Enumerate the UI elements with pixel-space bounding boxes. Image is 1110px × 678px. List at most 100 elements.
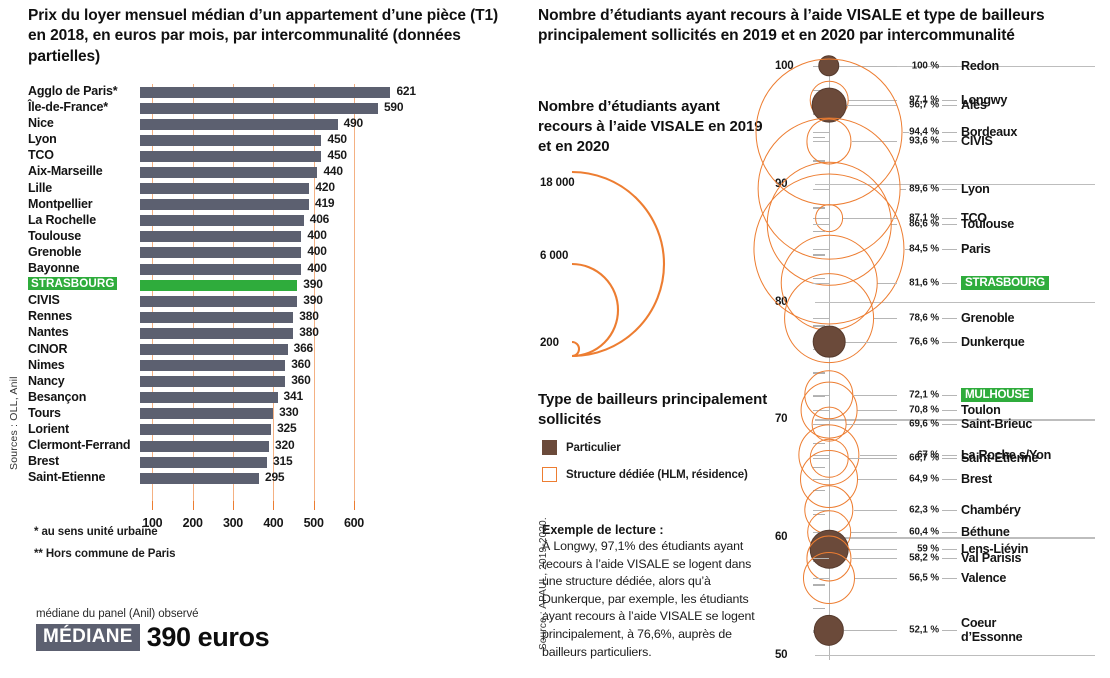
bubble-structure xyxy=(784,273,874,363)
bubble-city-label: Dunkerque xyxy=(961,334,1025,349)
size-legend-arcs xyxy=(571,170,665,358)
bar-row: TCO 450 xyxy=(28,148,518,164)
leader-line xyxy=(942,454,957,456)
bubble-city-label: Brest xyxy=(961,472,992,487)
bubble-percent-label: 94,4 % xyxy=(909,126,939,138)
bar-track xyxy=(140,456,385,468)
bar-label: STRASBOURG xyxy=(28,277,118,291)
bubble-percent-label: 86,6 % xyxy=(909,218,939,230)
leader-line xyxy=(942,532,957,534)
bar xyxy=(140,440,270,452)
leader-line xyxy=(857,479,897,481)
bar xyxy=(140,311,294,323)
bubble-percent-label: 62,3 % xyxy=(909,504,939,516)
leader-line xyxy=(942,578,957,580)
bar-row: STRASBOURG 390 xyxy=(28,277,518,293)
bubble-percent-label: 100 % xyxy=(911,60,939,72)
bar-label: Besançon xyxy=(28,389,87,404)
bar-track xyxy=(140,424,385,436)
bar-row: Nancy 360 xyxy=(28,373,518,390)
bar-value: 621 xyxy=(396,83,416,98)
axis-tick xyxy=(273,501,275,510)
bubble-particulier xyxy=(813,615,845,646)
bubble-axis-label: 60 xyxy=(775,531,788,544)
leader-line xyxy=(942,630,957,632)
bar-chart: Agglo de Paris* 621 Île-de-France* 590 Nice 4… xyxy=(28,84,518,484)
leader-line xyxy=(942,510,957,512)
median-value: 390 euros xyxy=(146,622,270,652)
type-legend-title: Type de bailleurs principalement sollici… xyxy=(538,391,768,428)
bar xyxy=(140,118,338,130)
bubble-city-label: Valence xyxy=(961,571,1007,586)
bar-row: Île-de-France* 590 xyxy=(28,100,518,116)
bar-label: Toulouse xyxy=(28,228,82,243)
bar xyxy=(140,215,304,227)
bar xyxy=(140,231,302,243)
bar xyxy=(140,472,259,484)
bubble-percent-label: 60,4 % xyxy=(909,526,939,538)
axis-tick-label: 200 xyxy=(182,516,203,530)
bar-row: Saint-Etienne 295 xyxy=(28,470,518,486)
bar-track xyxy=(140,311,385,323)
bar-value: 341 xyxy=(283,389,304,404)
bar-label: Nimes xyxy=(28,357,65,372)
bar-value: 590 xyxy=(383,99,404,114)
bar-track xyxy=(140,344,385,355)
bar-value: 419 xyxy=(314,196,335,211)
bar-track xyxy=(140,440,385,452)
bar-row: Aix-Marseille 440 xyxy=(28,164,518,180)
leader-line xyxy=(942,394,957,396)
bar-label: Lille xyxy=(28,180,53,195)
leader-line xyxy=(848,458,897,460)
right-panel: Nombre d’étudiants ayant recours à l’aid… xyxy=(530,0,1110,678)
bar-row: Lorient 325 xyxy=(28,421,518,438)
bubble-chart: 100 90 80 70 60 50 100 % Redon 97,1 % Longwy 96,7 … xyxy=(745,0,1110,678)
leader-line xyxy=(942,223,957,225)
bar-label: CINOR xyxy=(28,341,68,356)
legend-label-particulier: Particulier xyxy=(566,441,621,454)
median-tag: MÉDIANE xyxy=(36,624,140,651)
bar-label: TCO xyxy=(28,148,54,163)
bubble-city-label: Val Parisis xyxy=(961,551,1022,566)
axis-tick-label: 500 xyxy=(303,516,324,530)
bubble-percent-label: 69,6 % xyxy=(909,418,939,430)
bar-value: 330 xyxy=(279,405,299,420)
bubble-axis-label: 50 xyxy=(775,649,788,661)
leader-line xyxy=(873,318,897,320)
bar-track xyxy=(140,376,385,388)
median-line: MÉDIANE 390 euros xyxy=(36,622,270,652)
bar xyxy=(140,376,286,388)
bubble-particulier xyxy=(812,325,846,358)
axis-tick-label: 400 xyxy=(263,516,284,530)
leader-line xyxy=(942,318,957,320)
bar-label: Île-de-France* xyxy=(28,100,108,115)
bar-track xyxy=(140,102,385,114)
bubble-city-label: Longwy xyxy=(961,93,1008,108)
bar xyxy=(140,199,309,211)
axis-tick xyxy=(232,501,234,510)
bubble-city-label: STRASBOURG xyxy=(961,275,1049,290)
bar-label: Lyon xyxy=(28,132,57,147)
size-legend-title: Nombre d’étudiants ayant recours à l’aid… xyxy=(538,98,763,155)
bar-row: Nimes 360 xyxy=(28,357,518,374)
bar-value: 366 xyxy=(293,341,314,355)
bar xyxy=(140,150,322,162)
bar-value: 360 xyxy=(291,357,311,372)
leader-line xyxy=(942,100,957,102)
median-caption: médiane du panel (Anil) observé xyxy=(36,608,199,620)
bubble-city-label: Alès xyxy=(961,97,987,112)
leader-line xyxy=(902,131,909,133)
bubble-city-label: Redon xyxy=(961,59,999,73)
bar-value: 400 xyxy=(307,244,327,259)
bar-row: Montpellier 419 xyxy=(28,196,518,213)
bar-value: 400 xyxy=(307,228,327,243)
leader-line xyxy=(942,104,957,106)
axis-tick-label: 300 xyxy=(223,516,243,530)
leader-line xyxy=(942,548,957,550)
bubble-axis-major-tick xyxy=(815,537,1095,539)
bar-value: 390 xyxy=(303,276,323,291)
leader-line xyxy=(942,458,957,460)
bar-row: CINOR 366 xyxy=(28,341,518,358)
bar xyxy=(140,392,278,404)
bar-value: 390 xyxy=(303,292,323,307)
